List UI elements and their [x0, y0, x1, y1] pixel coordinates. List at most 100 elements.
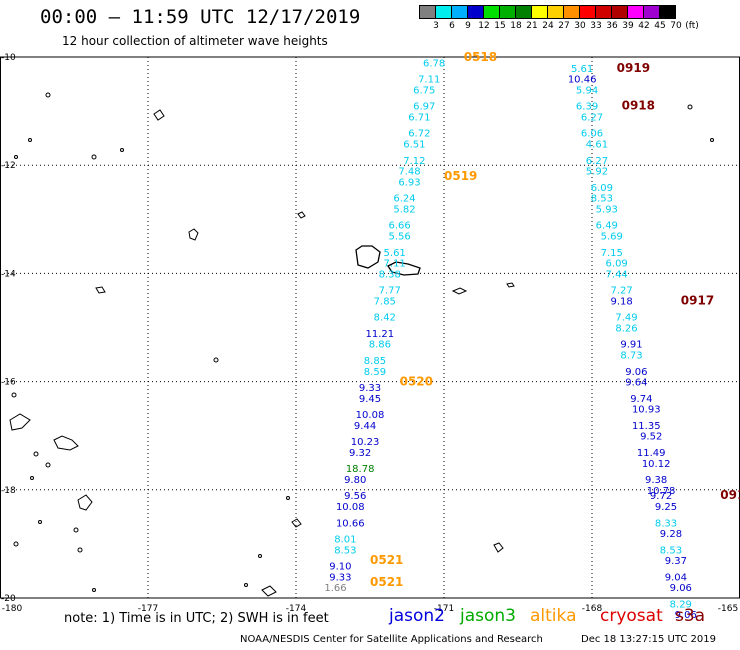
pass-time-label: 0519: [444, 169, 477, 183]
islet: [91, 154, 97, 160]
wave-height-value: 7.48: [398, 167, 420, 178]
legend-entry-cryosat: cryosat: [600, 606, 663, 626]
land-outlines: [9, 92, 714, 597]
pass-time-label: 0918: [622, 99, 655, 113]
wave-height-value: 1.66: [324, 583, 346, 594]
islet: [13, 541, 19, 547]
pass-time-label: 0520: [400, 375, 433, 389]
islet: [710, 138, 714, 142]
latitude-tick-label: -16: [1, 378, 16, 388]
wave-height-value: 10.46: [568, 75, 597, 86]
pass-time-label: 0518: [464, 50, 497, 64]
wave-height-value: 10.08: [356, 410, 385, 421]
wave-height-value: 6.27: [581, 113, 603, 124]
islet: [286, 496, 290, 500]
island-fiji-a: [53, 435, 79, 451]
colorbar-label: 33: [590, 21, 602, 31]
wave-height-value: 9.06: [675, 610, 697, 621]
longitude-tick-label: -177: [138, 604, 158, 614]
wave-height-value: 10.93: [632, 405, 661, 416]
island-samoa-upolu: [387, 261, 421, 276]
legend-entry-altika: altika: [530, 606, 577, 626]
latitude-tick-label: -10: [1, 53, 16, 63]
colorbar-label: 12: [478, 21, 490, 31]
wave-height-value: 9.52: [640, 432, 662, 443]
pass-time-label: 0919: [617, 61, 650, 75]
wave-height-value: 9.33: [329, 572, 351, 583]
longitude-tick-label: -165: [718, 604, 738, 614]
wave-height-value: 9.74: [630, 394, 652, 405]
wave-height-value: 7.27: [610, 286, 632, 297]
colorbar-label: 9: [465, 21, 471, 31]
colorbar-label: (ft): [685, 21, 699, 31]
page-title: 00:00 – 11:59 UTC 12/17/2019: [40, 6, 361, 28]
wave-height-value: 6.71: [408, 113, 430, 124]
wave-height-value: 9.06: [625, 367, 647, 378]
islet: [258, 554, 262, 558]
wave-height-value: 6.24: [393, 194, 415, 205]
wave-height-value: 9.80: [344, 475, 366, 486]
longitude-tick-label: -168: [582, 604, 603, 614]
colorbar-labels: 3 6 9 12 15 18 21 24 27 30 33 36 39 42 45 70 (ft): [420, 21, 740, 33]
wave-height-value: 6.09: [591, 183, 613, 194]
wave-height-value: 5.61: [571, 64, 593, 75]
wave-height-value: 11.49: [637, 448, 666, 459]
legend-entry-jason2: jason2: [389, 606, 445, 626]
footer-note: note: 1) Time is in UTC; 2) SWH is in fe…: [64, 611, 329, 626]
colorbar-label: 39: [622, 21, 634, 31]
wave-height-value: 9.44: [354, 421, 376, 432]
island-vavau: [291, 518, 302, 528]
longitude-tick-label: -180: [2, 604, 23, 614]
wave-height-value: 10.78: [647, 486, 676, 497]
wave-height-value: 6.66: [388, 221, 410, 232]
wave-height-value: 10.23: [351, 437, 380, 448]
wave-height-labels: 6.787.116.756.976.716.726.517.127.486.93…: [324, 58, 697, 621]
wave-height-value: 5.93: [596, 204, 618, 215]
wave-height-value: 7.11: [384, 259, 406, 270]
wave-height-value: 8.01: [334, 534, 356, 545]
island-niuatoputapu: [297, 211, 306, 219]
wave-height-value: 8.53: [660, 545, 682, 556]
longitude-tick-label: -174: [286, 604, 307, 614]
wave-height-value: 9.45: [359, 394, 381, 405]
colorbar-label: 36: [606, 21, 618, 31]
wave-height-value: 11.35: [632, 421, 661, 432]
wave-height-value: 18.78: [346, 464, 375, 475]
islet: [244, 583, 248, 587]
wave-height-value: 9.28: [660, 529, 682, 540]
wave-height-value: 5.69: [601, 232, 623, 243]
pass-time-label: 0917: [681, 293, 714, 307]
pass-time-label: 0521: [370, 575, 403, 589]
wave-height-value: 6.06: [581, 129, 603, 140]
colorbar-label: 6: [449, 21, 455, 31]
islet: [73, 527, 79, 533]
colorbar-label: 3: [433, 21, 439, 31]
wave-height-value: 5.56: [388, 232, 410, 243]
island-samoa-savaii: [355, 245, 381, 269]
page-subtitle: 12 hour collection of altimeter wave hei…: [62, 34, 328, 48]
colorbar-swatch: [659, 5, 676, 19]
island-futuna: [95, 286, 106, 294]
wave-height-value: 10.12: [642, 459, 671, 470]
islet: [28, 138, 32, 142]
wave-height-value: 8.85: [364, 356, 386, 367]
credit-line: NOAA/NESDIS Center for Satellite Applica…: [240, 634, 543, 645]
wave-height-value: 6.51: [403, 140, 425, 151]
wave-height-value: 9.25: [655, 502, 677, 513]
islet: [11, 392, 17, 398]
islet: [120, 148, 124, 152]
wave-height-value: 9.04: [665, 572, 687, 583]
colorbar: [419, 5, 676, 19]
wave-height-value: 9.38: [645, 475, 667, 486]
graticule: -180 -177 -174 -171 -168 -165 -10 -12 -14 -16 -18 -…: [0, 53, 740, 614]
wave-height-value: 5.61: [384, 248, 406, 259]
island-manua: [506, 282, 515, 288]
wave-height-value: 6.78: [423, 58, 445, 69]
colorbar-label: 18: [510, 21, 522, 31]
wave-height-value: 9.56: [344, 491, 366, 502]
island-tonga-south: [261, 585, 277, 597]
colorbar-label: 21: [526, 21, 538, 31]
wave-height-value: 6.72: [408, 129, 430, 140]
colorbar-label: 45: [654, 21, 666, 31]
